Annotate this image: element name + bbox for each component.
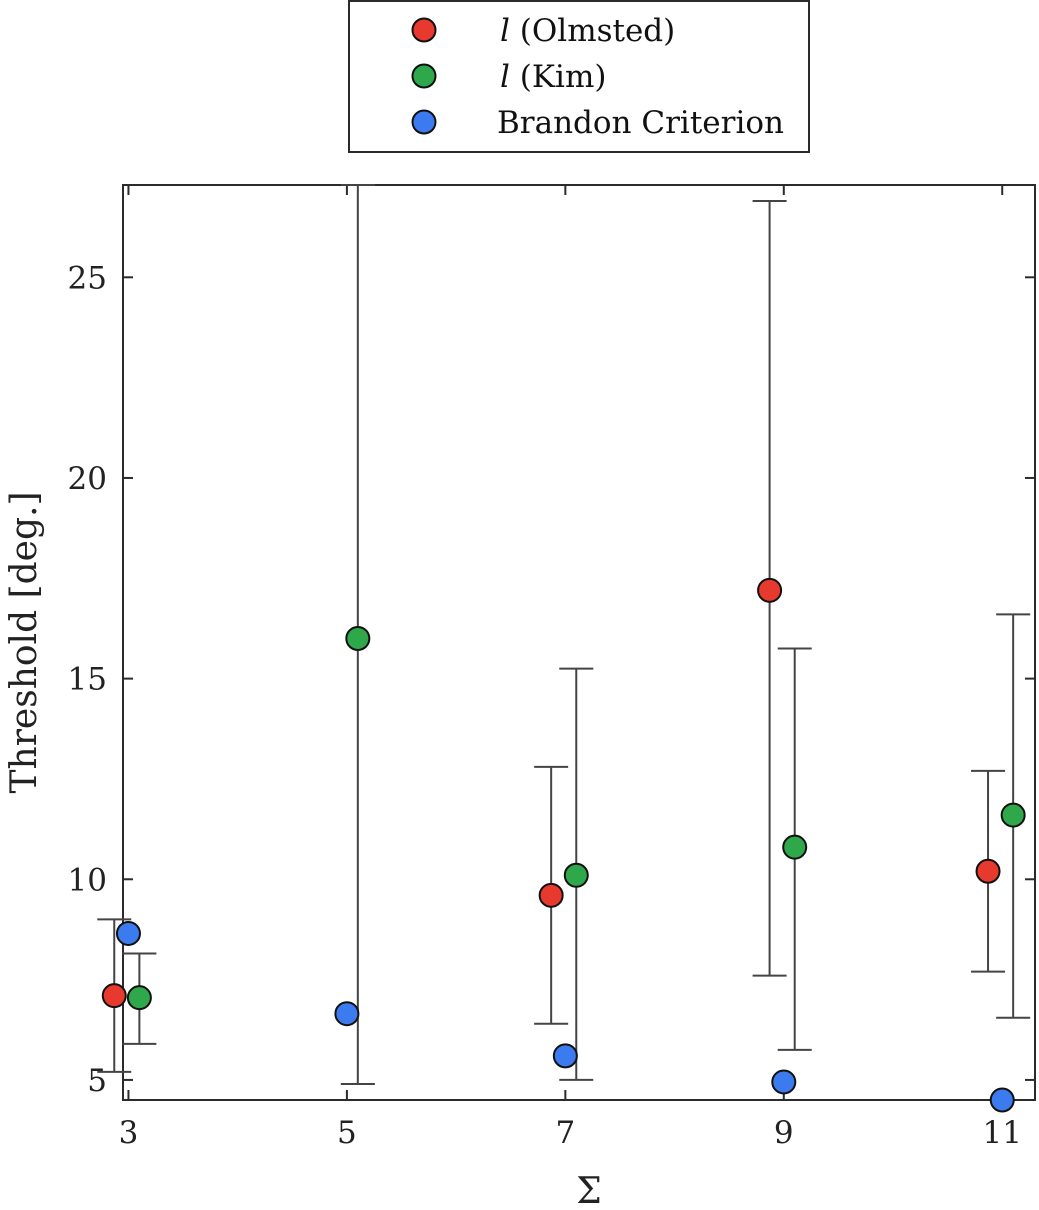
x-tick-label: 9	[774, 1115, 794, 1151]
y-axis-label: Threshold [deg.]	[4, 492, 45, 794]
point-brandon	[552, 1043, 578, 1069]
point-kim	[345, 625, 371, 651]
legend-marker-olmsted	[411, 17, 437, 43]
x-tick-label: 11	[983, 1115, 1022, 1151]
y-tick-label: 10	[68, 862, 107, 898]
legend-marker-brandon	[411, 109, 437, 135]
x-axis-label: Σ	[576, 1171, 601, 1210]
x-tick-label: 7	[555, 1115, 575, 1151]
legend-label-kim: l (Kim)	[500, 59, 606, 95]
point-olmsted	[101, 983, 127, 1009]
x-tick-label: 3	[119, 1115, 139, 1151]
point-brandon	[115, 920, 141, 946]
point-kim	[563, 862, 589, 888]
legend-label-brandon: Brandon Criterion	[497, 105, 784, 141]
x-tick-label: 5	[337, 1115, 357, 1151]
point-brandon	[334, 1001, 360, 1027]
legend: l (Olmsted) l (Kim) Brandon Criterion	[348, 0, 810, 153]
point-kim	[782, 834, 808, 860]
y-tick-label: 5	[87, 1063, 107, 1099]
point-kim	[126, 985, 152, 1011]
point-olmsted	[538, 882, 564, 908]
legend-label-olmsted: l (Olmsted)	[500, 13, 675, 49]
y-tick-label: 20	[68, 461, 107, 497]
point-brandon	[989, 1087, 1015, 1113]
point-kim	[1000, 802, 1026, 828]
error-bars	[97, 184, 1031, 1085]
legend-marker-kim	[411, 63, 437, 89]
y-tick-label: 25	[68, 260, 107, 296]
plot-frame	[122, 184, 1036, 1101]
point-olmsted	[975, 858, 1001, 884]
plot-area-border	[122, 184, 1036, 1101]
point-olmsted	[757, 577, 783, 603]
point-brandon	[771, 1069, 797, 1095]
data-markers	[101, 577, 1026, 1113]
y-tick-label: 15	[68, 662, 107, 698]
